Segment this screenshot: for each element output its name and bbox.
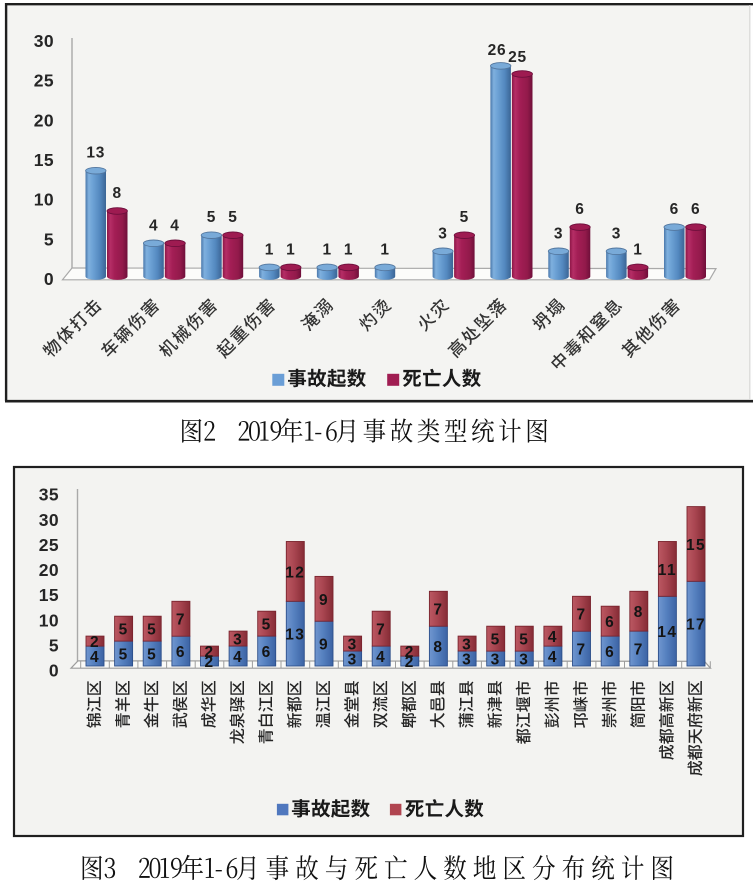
svg-text:5: 5	[491, 632, 501, 649]
svg-text:15: 15	[39, 585, 59, 605]
svg-text:10: 10	[39, 610, 59, 630]
svg-text:25: 25	[508, 49, 527, 66]
svg-text:5: 5	[49, 636, 59, 656]
svg-text:5: 5	[44, 229, 54, 249]
svg-text:13: 13	[285, 627, 305, 644]
svg-text:4: 4	[149, 217, 158, 234]
svg-text:6: 6	[605, 614, 615, 631]
svg-text:5: 5	[147, 622, 157, 639]
svg-text:0: 0	[44, 269, 54, 289]
svg-text:5: 5	[262, 617, 272, 634]
svg-text:5: 5	[119, 647, 129, 664]
svg-text:30: 30	[39, 510, 59, 530]
svg-text:1: 1	[265, 241, 274, 258]
svg-text:2: 2	[204, 644, 214, 661]
svg-text:4: 4	[233, 649, 243, 666]
svg-text:12: 12	[285, 564, 305, 581]
svg-text:9: 9	[319, 592, 329, 609]
svg-text:7: 7	[576, 642, 586, 659]
svg-text:35: 35	[39, 485, 59, 505]
svg-text:3: 3	[438, 225, 447, 242]
svg-text:13: 13	[86, 145, 105, 162]
svg-text:3: 3	[491, 652, 501, 669]
svg-text:6: 6	[605, 644, 615, 661]
svg-text:26: 26	[488, 42, 507, 59]
svg-text:5: 5	[147, 647, 157, 664]
svg-text:3: 3	[348, 652, 358, 669]
svg-text:4: 4	[376, 649, 386, 666]
svg-text:5: 5	[119, 622, 129, 639]
svg-text:7: 7	[376, 622, 386, 639]
svg-text:5: 5	[207, 209, 216, 226]
svg-text:2: 2	[90, 634, 100, 651]
svg-text:7: 7	[576, 607, 586, 624]
svg-text:3: 3	[462, 652, 472, 669]
svg-text:4: 4	[548, 649, 558, 666]
svg-text:15: 15	[34, 150, 54, 170]
svg-text:17: 17	[686, 617, 706, 634]
svg-text:14: 14	[657, 624, 677, 641]
svg-text:3: 3	[612, 225, 621, 242]
svg-text:0: 0	[49, 661, 59, 681]
svg-text:1: 1	[633, 241, 642, 258]
svg-text:3: 3	[554, 225, 563, 242]
svg-text:3: 3	[348, 637, 358, 654]
svg-text:4: 4	[170, 217, 179, 234]
svg-text:2: 2	[405, 644, 415, 661]
svg-text:3: 3	[233, 632, 243, 649]
svg-text:7: 7	[634, 642, 644, 659]
svg-text:5: 5	[519, 632, 529, 649]
svg-text:2: 2	[405, 654, 415, 671]
svg-text:5: 5	[228, 209, 237, 226]
svg-text:1: 1	[344, 241, 353, 258]
svg-text:2: 2	[204, 654, 214, 671]
svg-text:6: 6	[691, 201, 700, 218]
svg-text:9: 9	[319, 637, 329, 654]
svg-text:10: 10	[34, 190, 54, 210]
svg-text:15: 15	[686, 537, 706, 554]
svg-text:30: 30	[34, 31, 54, 51]
svg-text:8: 8	[433, 639, 443, 656]
svg-text:6: 6	[262, 644, 272, 661]
svg-text:8: 8	[634, 604, 644, 621]
svg-text:25: 25	[39, 535, 59, 555]
svg-text:1: 1	[286, 241, 295, 258]
svg-text:1: 1	[322, 241, 331, 258]
svg-text:1: 1	[380, 241, 389, 258]
svg-text:6: 6	[670, 201, 679, 218]
svg-text:20: 20	[34, 110, 54, 130]
svg-text:8: 8	[112, 185, 121, 202]
svg-text:6: 6	[575, 201, 584, 218]
svg-text:20: 20	[39, 560, 59, 580]
svg-text:25: 25	[34, 71, 54, 91]
svg-text:6: 6	[176, 644, 186, 661]
svg-text:4: 4	[548, 629, 558, 646]
svg-text:5: 5	[460, 209, 469, 226]
svg-text:11: 11	[658, 562, 677, 579]
svg-text:7: 7	[433, 602, 443, 619]
svg-text:3: 3	[519, 652, 529, 669]
svg-text:4: 4	[90, 649, 100, 666]
svg-text:3: 3	[462, 637, 472, 654]
svg-text:7: 7	[176, 612, 186, 629]
